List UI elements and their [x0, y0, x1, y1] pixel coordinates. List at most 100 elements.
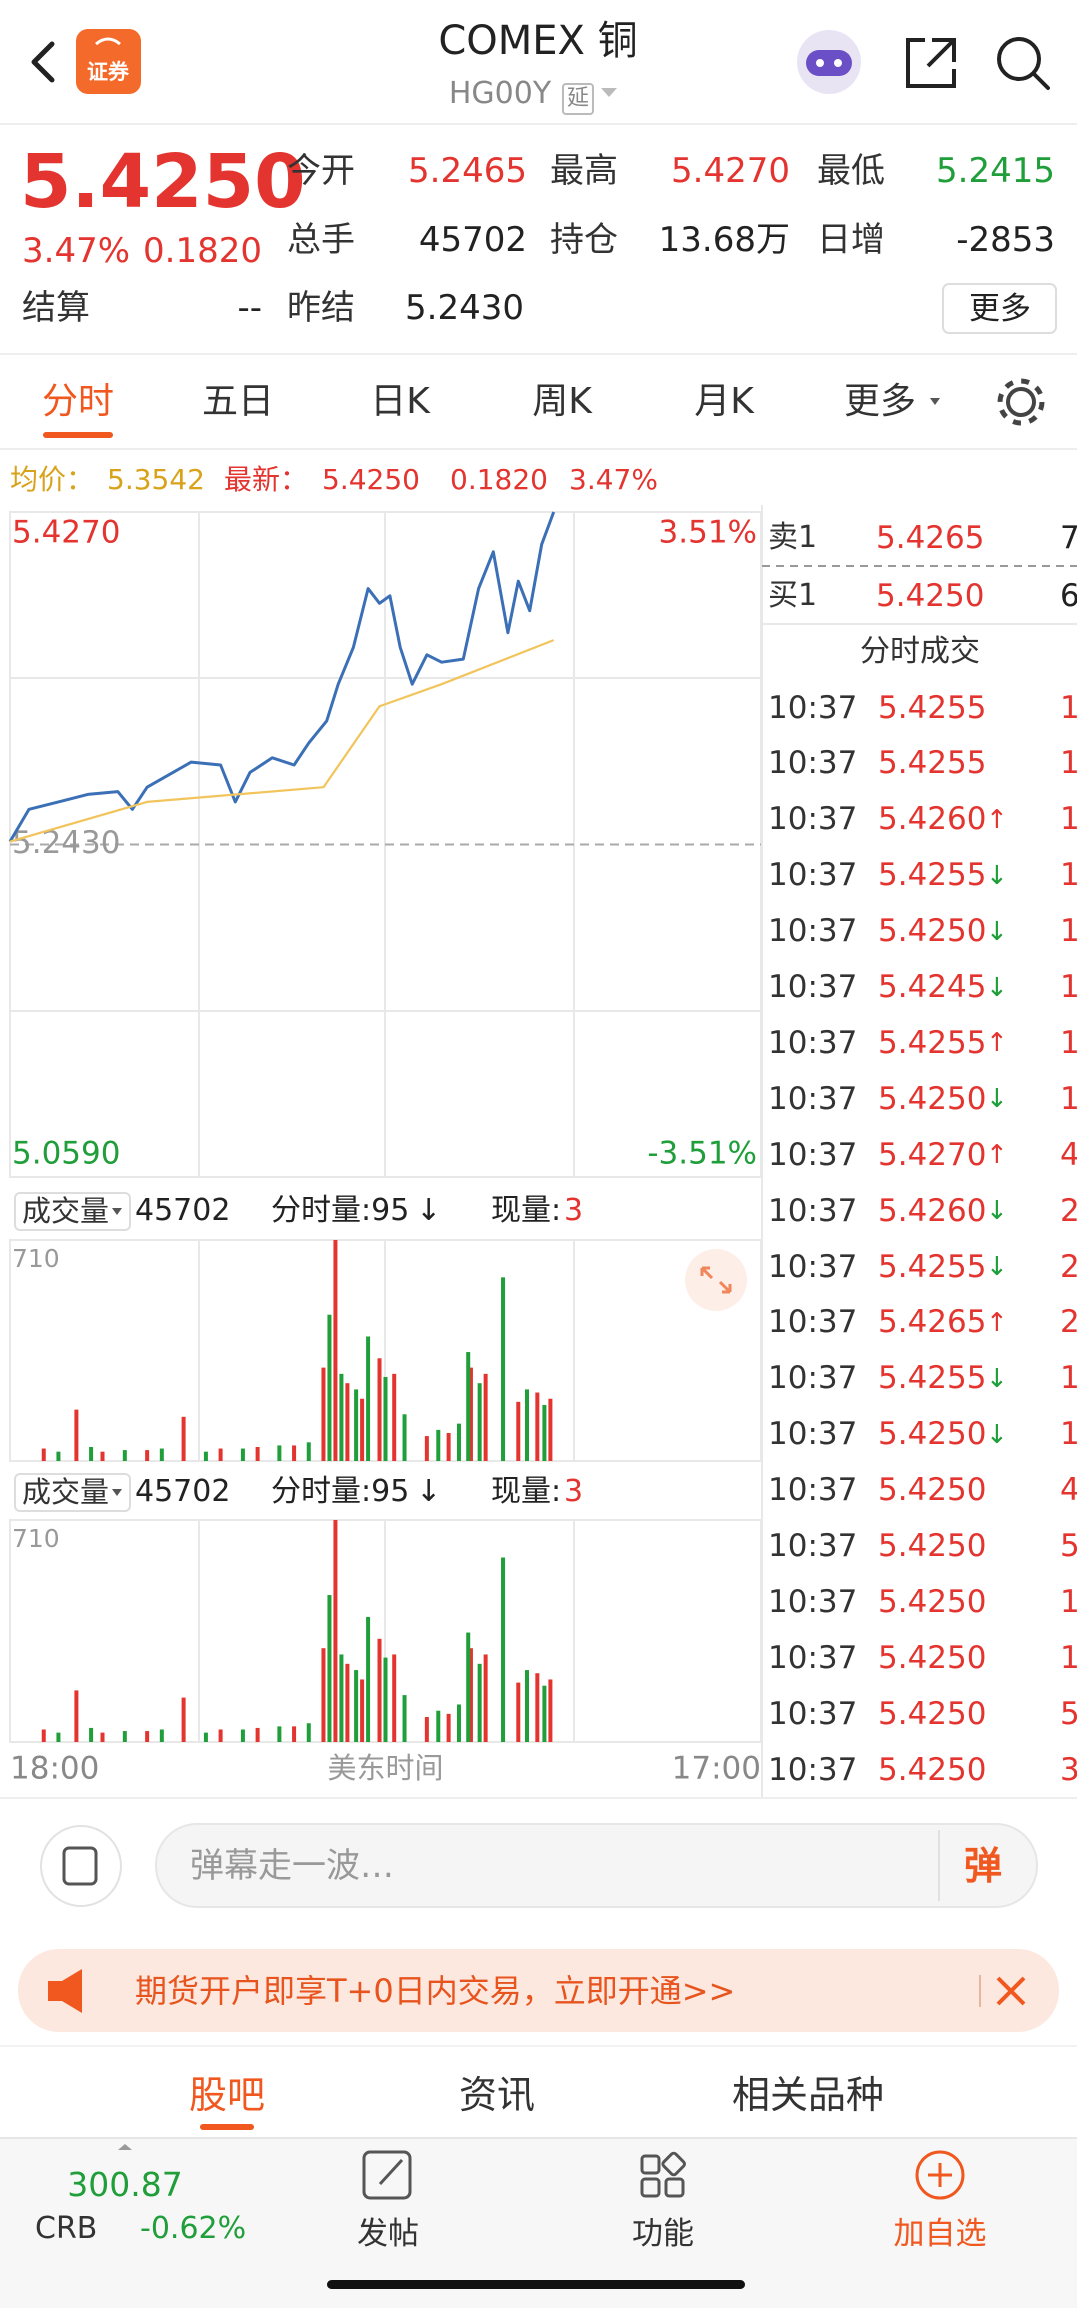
field-label: 日增 — [817, 220, 885, 260]
volume-bar — [468, 1648, 473, 1742]
trade-time: 10:37 — [768, 1472, 858, 1509]
volume-bar — [339, 1373, 344, 1461]
comment-input[interactable] — [155, 1823, 1038, 1908]
volume-bar — [333, 1520, 338, 1742]
danmaku-button[interactable]: 弹 — [963, 1844, 1003, 1888]
y-tick-label: 5.0590 — [12, 1136, 120, 1172]
tick-arrow: ↓ — [416, 1474, 442, 1509]
settings-icon[interactable] — [1006, 387, 1036, 417]
volume-bar — [360, 1398, 365, 1461]
tab[interactable]: 周K — [532, 381, 592, 422]
share-icon[interactable] — [906, 38, 956, 88]
function-icon[interactable] — [640, 2151, 686, 2198]
post-icon[interactable] — [362, 2150, 412, 2200]
trade-time: 10:37 — [768, 1192, 858, 1229]
banner[interactable] — [18, 1949, 1059, 2032]
volume-bar — [424, 1436, 429, 1461]
book-price: 5.4250 — [876, 577, 985, 614]
banner-text[interactable]: 期货开户即享T+0日内交易，立即开通>> — [135, 1972, 736, 2010]
y-tick-label: 5.2430 — [12, 825, 120, 861]
now-volume: 3 — [564, 1474, 584, 1509]
field-label: 最高 — [550, 151, 618, 191]
danmaku-icon[interactable] — [40, 1825, 122, 1907]
close-icon[interactable] — [996, 1976, 1026, 2006]
trade-direction: ↑ — [986, 1140, 1008, 1171]
volume-bar — [524, 1389, 529, 1461]
price-line — [9, 639, 555, 843]
tab[interactable]: 月K — [694, 381, 754, 422]
change-pct: 3.47% — [569, 463, 658, 496]
more-button[interactable] — [942, 283, 1057, 334]
trade-time: 10:37 — [768, 689, 858, 726]
volume-select[interactable] — [14, 1473, 131, 1512]
trade-time: 10:37 — [768, 1024, 858, 1061]
nav-item[interactable]: 功能 — [632, 2215, 694, 2252]
trade-direction: ↓ — [986, 916, 1008, 947]
trade-volume: 5 — [1060, 1695, 1077, 1732]
volume-bar — [483, 1654, 488, 1742]
volume-bar — [181, 1697, 186, 1742]
trade-time: 10:37 — [768, 745, 858, 782]
trade-price: 5.4255 — [878, 857, 987, 894]
danmaku-icon — [62, 1846, 98, 1886]
avg-price: 5.3542 — [107, 463, 205, 496]
comment-placeholder[interactable]: 弹幕走一波… — [190, 1846, 394, 1886]
volume-bar — [100, 1451, 105, 1461]
volume-bar — [446, 1713, 451, 1742]
trade-time: 10:37 — [768, 1360, 858, 1397]
dropdown-icon[interactable] — [601, 88, 617, 97]
avg-label: 均价： — [10, 463, 95, 496]
volume-bar — [516, 1682, 521, 1742]
trade-time: 10:37 — [768, 857, 858, 894]
field-label: 今开 — [287, 151, 355, 191]
volume-bar — [466, 1352, 471, 1461]
nav-item[interactable]: 加自选 — [893, 2215, 987, 2252]
tab[interactable]: 更多 — [843, 381, 917, 422]
add-icon[interactable] — [915, 2150, 965, 2200]
volume-bar — [477, 1383, 482, 1461]
price-line — [8, 511, 556, 843]
nav-item[interactable]: 发帖 — [357, 2215, 419, 2252]
book-side: 买1 — [768, 578, 818, 613]
volume-bar — [122, 1450, 127, 1461]
trade-price: 5.4255 — [878, 745, 987, 782]
volume-select[interactable] — [14, 1192, 131, 1231]
expand-icon — [700, 1266, 732, 1294]
more-button-text[interactable]: 更多 — [969, 290, 1031, 327]
bottom-tab[interactable]: 股吧 — [188, 2073, 266, 2117]
volume-select-text[interactable]: 成交量 — [22, 1193, 110, 1228]
volume-bar — [74, 1409, 79, 1461]
volume-bar — [392, 1373, 397, 1461]
trade-volume: 1 — [1060, 801, 1077, 838]
tab[interactable]: 五日 — [201, 381, 275, 422]
bottom-tab[interactable]: 资讯 — [458, 2073, 536, 2117]
trade-time: 10:37 — [768, 1583, 858, 1620]
volume-bar — [446, 1432, 451, 1461]
volume-bar — [255, 1446, 260, 1461]
trade-volume: 5 — [1060, 1528, 1077, 1564]
last-price: 5.4250 — [20, 139, 306, 225]
y-tick-label: 710 — [12, 1524, 60, 1553]
back-icon[interactable] — [31, 41, 55, 83]
volume-select-text[interactable]: 成交量 — [22, 1474, 110, 1509]
divider — [0, 353, 1077, 355]
trade-volume: 1 — [1060, 913, 1077, 950]
megaphone-icon — [48, 1969, 82, 2013]
logo — [76, 29, 141, 94]
eye — [816, 59, 824, 67]
tab[interactable]: 分时 — [41, 381, 115, 422]
volume-bar — [327, 1595, 332, 1742]
search-icon — [1032, 72, 1050, 90]
bottom-tab[interactable]: 相关品种 — [731, 2073, 885, 2117]
expand-button[interactable] — [685, 1249, 747, 1311]
trade-price: 5.4250 — [878, 1472, 987, 1509]
trade-volume: 1 — [1060, 857, 1077, 894]
volume-bar — [321, 1648, 326, 1742]
field-value: 5.4270 — [671, 151, 790, 191]
search-icon[interactable] — [997, 37, 1041, 81]
volume-bar — [327, 1314, 332, 1461]
volume-bar — [306, 1442, 311, 1461]
tab[interactable]: 日K — [370, 381, 430, 422]
